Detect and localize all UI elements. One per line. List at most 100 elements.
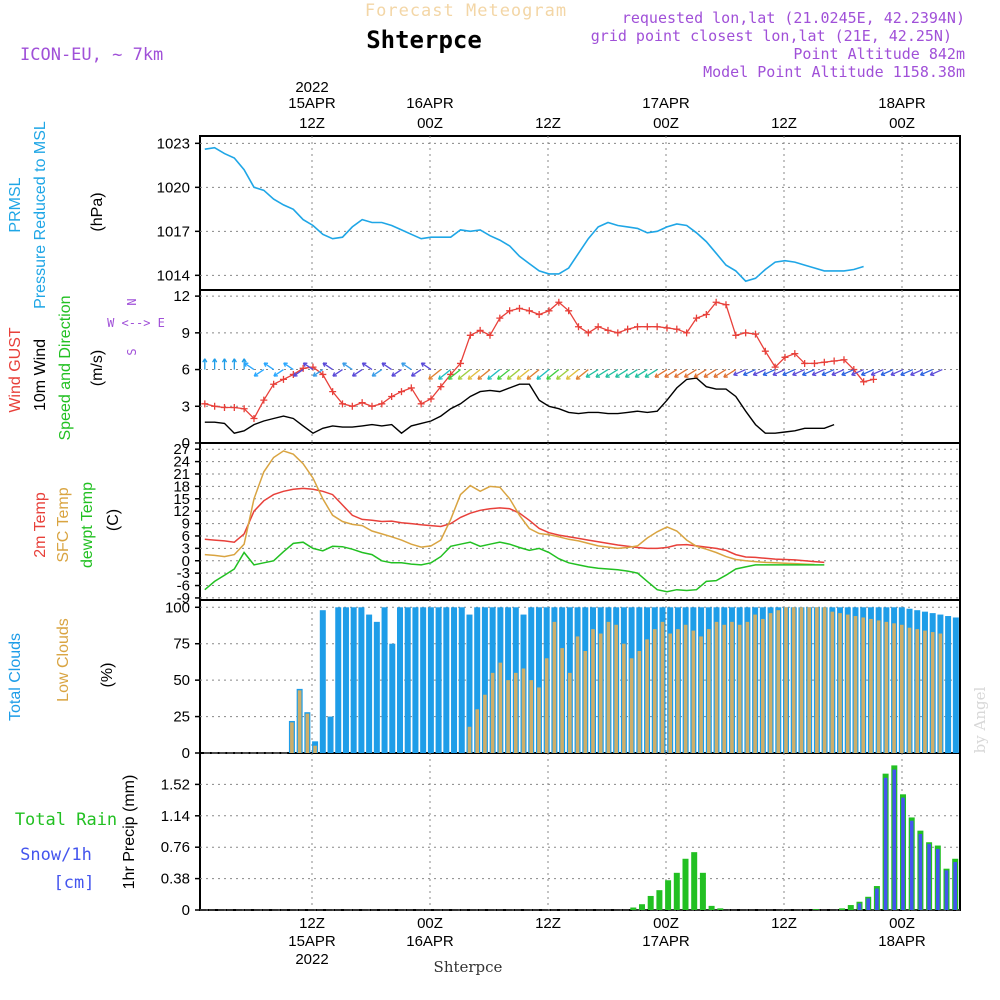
snow-bar bbox=[875, 888, 879, 910]
pressure-ytick-label: 1014 bbox=[157, 267, 190, 284]
wind-arrow-head bbox=[536, 375, 542, 380]
precip-ytick-label: 1.14 bbox=[161, 808, 190, 825]
rain-bar bbox=[673, 872, 680, 910]
gust-marker bbox=[211, 402, 219, 410]
gust-marker bbox=[230, 404, 238, 412]
wind-arrow-head bbox=[742, 371, 748, 377]
wind-unit: (m/s) bbox=[89, 350, 106, 386]
gust-marker bbox=[427, 395, 435, 403]
wind-arrow-head bbox=[919, 371, 925, 377]
rain-bar bbox=[665, 880, 672, 910]
wind-direction-arrow bbox=[585, 369, 599, 378]
clouds-unit: (%) bbox=[99, 663, 116, 688]
temp-ytick-label: 6 bbox=[182, 528, 190, 545]
low-cloud-bar bbox=[521, 668, 526, 753]
wind-direction-arrow bbox=[812, 368, 825, 376]
gust-marker bbox=[299, 364, 307, 372]
wind-direction-arrow bbox=[516, 369, 530, 380]
low-cloud-bar bbox=[514, 672, 518, 753]
gust-marker bbox=[712, 298, 720, 306]
requested-coords: requested lon,lat (21.0245E, 42.2394N) bbox=[622, 9, 965, 27]
gust-marker bbox=[742, 329, 750, 337]
wind-arrow-head bbox=[900, 371, 905, 377]
wind-direction-arrow bbox=[322, 362, 334, 371]
rain-bar bbox=[647, 895, 654, 910]
gust-marker bbox=[270, 380, 278, 388]
clouds-ytick-label: 0 bbox=[182, 745, 190, 762]
wind-direction-arrow bbox=[674, 369, 687, 378]
total-clouds-label: Total Clouds bbox=[7, 633, 24, 721]
wind-direction-arrow bbox=[391, 369, 402, 377]
gust-marker bbox=[653, 323, 661, 331]
top-time-label: 00Z bbox=[889, 115, 915, 132]
wind-arrow-head bbox=[870, 371, 876, 377]
wind-direction-arrow bbox=[634, 369, 648, 378]
gust-marker bbox=[388, 392, 396, 400]
wind-direction-arrow bbox=[273, 369, 284, 377]
low-cloud-bar bbox=[791, 607, 796, 753]
wind-direction-arrow bbox=[448, 369, 461, 380]
wind-speed-line bbox=[204, 377, 835, 435]
wind-direction-arrow bbox=[507, 369, 520, 380]
gust-marker bbox=[722, 301, 730, 309]
wind-direction-arrow bbox=[477, 369, 491, 380]
wind-direction-arrow bbox=[615, 369, 628, 378]
wind-arrow-head bbox=[585, 373, 591, 378]
top-time-label: 00Z bbox=[653, 115, 679, 132]
wind-arrow-head bbox=[733, 371, 738, 377]
wind-arrow-head bbox=[782, 371, 787, 377]
clouds-ytick-label: 50 bbox=[173, 672, 190, 689]
precip-unit: 1hr Precip (mm) bbox=[121, 775, 138, 890]
top-time-label: 15APR bbox=[288, 95, 336, 112]
total-cloud-bar bbox=[466, 614, 473, 753]
gust-marker bbox=[506, 307, 514, 315]
wind-arrow-head bbox=[723, 373, 728, 378]
temp-ytick-label: 27 bbox=[173, 441, 190, 458]
wind-arrow-head bbox=[322, 362, 328, 367]
wind-direction-arrow bbox=[566, 369, 579, 380]
temp-ytick-label: 12 bbox=[173, 503, 190, 520]
wind-direction-arrow bbox=[497, 369, 511, 380]
wind-direction-arrow bbox=[861, 368, 874, 376]
low-cloud-bar bbox=[753, 614, 757, 753]
wind-direction-arrow bbox=[654, 369, 668, 378]
pressure-line bbox=[204, 146, 864, 283]
low-cloud-bar bbox=[714, 621, 719, 753]
snow-bar bbox=[909, 820, 914, 910]
gust-marker bbox=[348, 402, 356, 410]
wind-direction-arrow bbox=[263, 362, 275, 371]
low-cloud-bar bbox=[529, 680, 534, 753]
wind-arrow-head bbox=[467, 375, 473, 380]
snow-bar bbox=[892, 769, 897, 910]
wind-arrow-head bbox=[273, 372, 278, 377]
top-time-label: 12Z bbox=[299, 115, 325, 132]
gust-marker bbox=[820, 358, 828, 366]
low-cloud-bar bbox=[629, 658, 634, 753]
low-cloud-bar bbox=[876, 620, 881, 753]
wind-arrow-head bbox=[342, 362, 347, 367]
gust-marker bbox=[417, 400, 425, 408]
low-cloud-bar bbox=[475, 709, 479, 753]
wind-direction-arrow bbox=[644, 369, 658, 378]
low-cloud-bar bbox=[699, 636, 703, 753]
wind-direction-arrow bbox=[772, 368, 786, 376]
low-cloud-bar bbox=[722, 624, 727, 753]
wind-arrow-head bbox=[283, 362, 288, 367]
total-cloud-bar bbox=[358, 607, 365, 753]
bottom-time-label: 15APR bbox=[288, 933, 336, 950]
wind-arrow-head bbox=[831, 371, 837, 377]
bottom-time-label: 00Z bbox=[889, 915, 915, 932]
gust-marker bbox=[810, 359, 818, 367]
top-time-label: 17APR bbox=[642, 95, 690, 112]
pressure-ytick-label: 1023 bbox=[157, 135, 190, 152]
total-cloud-bar bbox=[952, 617, 959, 753]
low-cloud-bar bbox=[467, 726, 472, 753]
gust-marker bbox=[545, 307, 553, 315]
low-cloud-bar bbox=[845, 614, 850, 753]
low-cloud-bar bbox=[506, 680, 510, 753]
low-cloud-bar bbox=[884, 621, 889, 753]
wind-direction-arrow bbox=[851, 368, 864, 376]
wind-arrow-head bbox=[438, 375, 443, 380]
gust-marker bbox=[486, 331, 494, 339]
wind-arrow-head bbox=[605, 373, 610, 378]
